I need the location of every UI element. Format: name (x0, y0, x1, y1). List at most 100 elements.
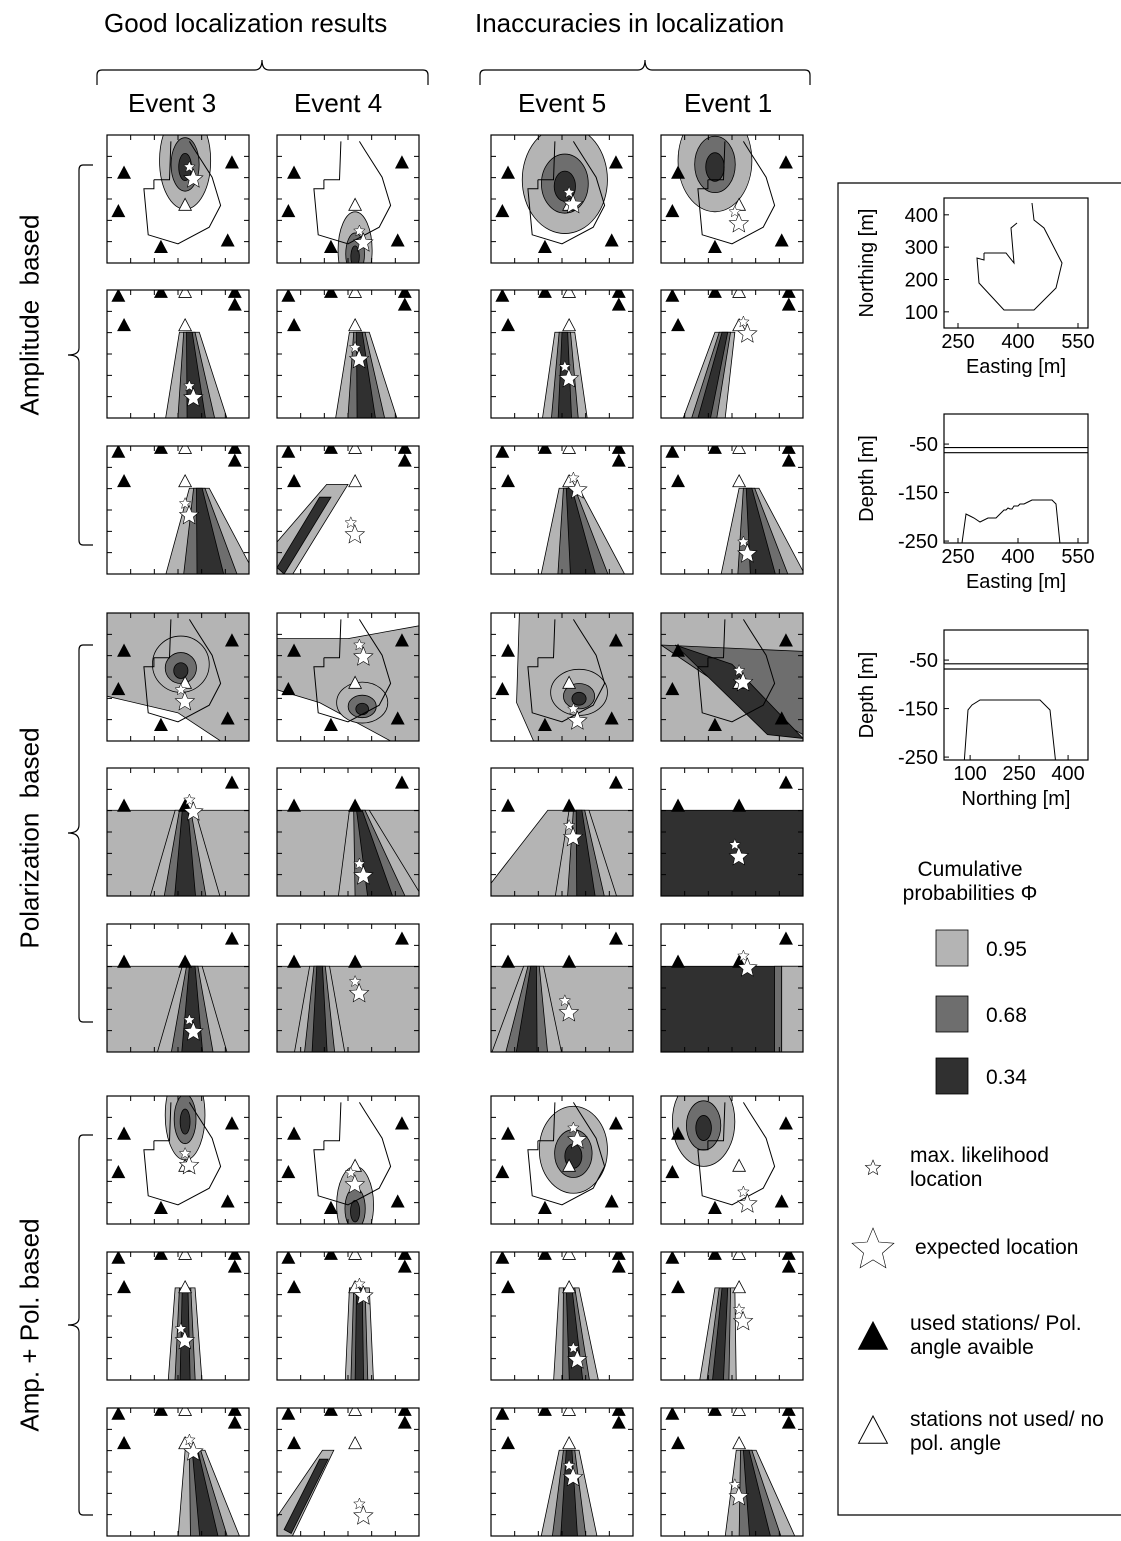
station (394, 633, 409, 647)
station (778, 931, 793, 945)
panel-tick (277, 1252, 419, 1380)
expected (183, 168, 204, 188)
station (665, 290, 680, 302)
panel-tick (277, 1408, 419, 1536)
panel-tick (277, 1096, 419, 1224)
panel-tick (107, 1096, 249, 1224)
max-likelihood (174, 683, 188, 696)
station (495, 203, 510, 218)
panel-tick (661, 1408, 803, 1536)
station (665, 681, 680, 696)
station (390, 233, 405, 247)
x-tick-label: 400 (1001, 546, 1034, 568)
station (707, 1408, 722, 1416)
panel-tick (661, 1408, 803, 1536)
panel-tick (491, 1408, 633, 1536)
panel-tick (107, 1408, 249, 1536)
station (224, 775, 239, 789)
panel-tick (661, 1252, 803, 1380)
panel-tick (277, 290, 419, 418)
panel (665, 290, 796, 418)
max-likelihood (567, 471, 580, 484)
panel-tick (491, 446, 633, 574)
site-outline (961, 499, 1061, 543)
panel-tick (107, 924, 249, 1052)
panel-tick (491, 290, 633, 418)
panel-tick (107, 1096, 249, 1224)
site-outline (143, 141, 222, 245)
panel-tick (491, 924, 633, 1052)
max-likelihood (183, 1433, 196, 1446)
contour (705, 152, 725, 182)
event-title: Event 3 (128, 88, 217, 118)
panel-tick (491, 1096, 633, 1224)
station (281, 1408, 296, 1420)
legend-label: 0.95 (986, 938, 1027, 961)
station (732, 1252, 747, 1260)
panel-tick (277, 446, 419, 574)
station (117, 798, 132, 812)
panel-tick (491, 1252, 633, 1380)
panel-tick (661, 1252, 803, 1380)
expected (183, 1441, 204, 1461)
braces (67, 59, 1121, 1516)
panel-tick (107, 446, 249, 574)
panel-tick (491, 1096, 633, 1224)
station (117, 473, 132, 488)
station (671, 1279, 686, 1294)
panel-tick (661, 1252, 803, 1380)
panel-tick (277, 1408, 419, 1536)
max-likelihood (183, 160, 196, 173)
panel-tick (277, 924, 419, 1052)
legend-label: stations not used/ no pol. angle (910, 1408, 1104, 1455)
panel-tick (491, 446, 633, 574)
station (348, 1408, 363, 1416)
panel-tick (661, 768, 803, 896)
station (397, 1259, 412, 1273)
x-axis-label: Northing [m] (962, 788, 1071, 810)
station (707, 290, 722, 298)
panel-tick (661, 1096, 803, 1224)
station (781, 1252, 796, 1260)
contour (571, 691, 587, 706)
station (778, 1116, 793, 1130)
station (611, 297, 626, 311)
station (117, 954, 132, 968)
expected (183, 387, 204, 407)
expected (562, 193, 584, 214)
station (562, 1252, 577, 1260)
panel-tick (661, 613, 803, 741)
x-tick-label: 400 (1051, 763, 1084, 785)
panel (111, 135, 239, 253)
expected (353, 865, 374, 885)
panel (665, 1096, 793, 1214)
y-tick-label: -250 (898, 531, 938, 553)
station (394, 1116, 409, 1130)
site-outline (963, 699, 1056, 760)
max-likelihood (558, 360, 572, 373)
station (495, 681, 510, 696)
panel-tick (491, 446, 633, 574)
panel (111, 446, 249, 574)
station (227, 290, 242, 298)
panel (665, 1408, 796, 1536)
contour (354, 1287, 364, 1380)
contour (179, 1108, 191, 1135)
panel-tick (661, 446, 803, 574)
station (608, 775, 623, 789)
panel (111, 1252, 242, 1380)
expected (567, 479, 588, 499)
panel (281, 1102, 409, 1224)
station (117, 1126, 132, 1140)
station (394, 931, 409, 945)
max-likelihood (344, 516, 358, 529)
panel-tick (491, 290, 633, 418)
station (111, 1164, 126, 1179)
contour (695, 1115, 712, 1141)
y-tick-label: -250 (898, 747, 938, 769)
max-likelihood (344, 1166, 358, 1179)
station (178, 1252, 193, 1260)
panel (277, 446, 412, 574)
station (117, 165, 132, 179)
panel-tick (277, 924, 419, 1052)
